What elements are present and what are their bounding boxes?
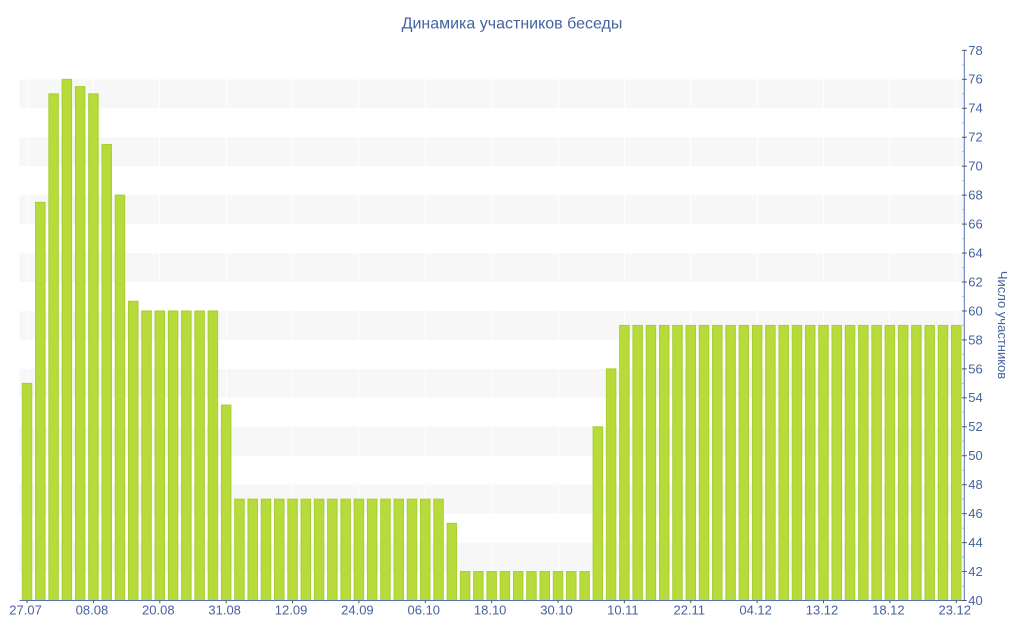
svg-text:54: 54 [968, 390, 982, 405]
svg-text:31.08: 31.08 [208, 603, 241, 618]
svg-text:78: 78 [968, 43, 982, 58]
svg-text:10.11: 10.11 [607, 603, 639, 618]
svg-text:Динамика участников беседы: Динамика участников беседы [402, 15, 623, 32]
svg-text:66: 66 [968, 217, 982, 232]
svg-text:08.08: 08.08 [76, 603, 109, 618]
svg-text:52: 52 [968, 419, 982, 434]
svg-text:12.09: 12.09 [275, 603, 308, 618]
svg-text:48: 48 [968, 477, 982, 492]
svg-text:40: 40 [968, 593, 982, 608]
svg-text:62: 62 [968, 274, 982, 289]
svg-text:50: 50 [968, 448, 982, 463]
svg-text:04.12: 04.12 [739, 603, 772, 618]
svg-text:42: 42 [968, 564, 982, 579]
svg-text:23.12: 23.12 [938, 603, 971, 618]
svg-text:Число участников: Число участников [995, 271, 1010, 379]
svg-text:46: 46 [968, 506, 982, 521]
svg-text:06.10: 06.10 [408, 603, 441, 618]
svg-text:58: 58 [968, 332, 982, 347]
svg-text:22.11: 22.11 [673, 603, 705, 618]
svg-text:68: 68 [968, 188, 982, 203]
svg-text:76: 76 [968, 72, 982, 87]
svg-text:56: 56 [968, 361, 982, 376]
svg-text:18.10: 18.10 [474, 603, 507, 618]
svg-text:70: 70 [968, 159, 982, 174]
svg-text:24.09: 24.09 [341, 603, 374, 618]
svg-text:74: 74 [968, 101, 982, 116]
svg-text:30.10: 30.10 [540, 603, 573, 618]
svg-text:27.07: 27.07 [9, 603, 42, 618]
svg-text:60: 60 [968, 303, 982, 318]
svg-text:18.12: 18.12 [872, 603, 905, 618]
svg-text:44: 44 [968, 535, 982, 550]
svg-text:72: 72 [968, 130, 982, 145]
svg-text:13.12: 13.12 [806, 603, 839, 618]
svg-text:20.08: 20.08 [142, 603, 175, 618]
svg-text:64: 64 [968, 245, 982, 260]
